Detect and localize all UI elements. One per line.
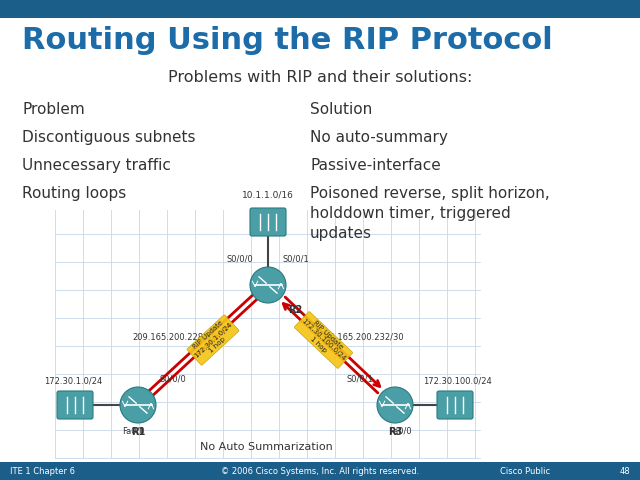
Text: © 2006 Cisco Systems, Inc. All rights reserved.: © 2006 Cisco Systems, Inc. All rights re… [221,467,419,476]
Text: S0/0/1: S0/0/1 [346,374,373,383]
Text: S0/0/0: S0/0/0 [227,254,253,263]
Text: 48: 48 [620,467,630,476]
Text: Fa0/0: Fa0/0 [388,427,412,436]
Text: No auto-summary: No auto-summary [310,130,448,145]
Text: R2: R2 [288,305,302,315]
Text: S0/0/1: S0/0/1 [283,254,309,263]
Text: Passive-interface: Passive-interface [310,158,441,173]
Bar [0,462,640,480]
Text: ITE 1 Chapter 6: ITE 1 Chapter 6 [10,467,75,476]
FancyBboxPatch shape [250,208,286,236]
Text: Routing Using the RIP Protocol: Routing Using the RIP Protocol [22,26,553,55]
Text: R3: R3 [388,427,402,437]
Text: Fa0/0: Fa0/0 [122,427,144,436]
Text: Problem: Problem [22,102,84,117]
Text: Problems with RIP and their solutions:: Problems with RIP and their solutions: [168,70,472,85]
Text: S0/0/0: S0/0/0 [160,374,187,383]
Text: Discontiguous subnets: Discontiguous subnets [22,130,195,145]
Text: Cisco Public: Cisco Public [500,467,550,476]
Text: RIP Update
172.30.1.0/24
1 hop: RIP Update 172.30.1.0/24 1 hop [188,316,238,364]
Text: Routing loops: Routing loops [22,186,126,201]
Circle shape [120,387,156,423]
Text: 209.165.200.232/30: 209.165.200.232/30 [319,333,404,341]
FancyBboxPatch shape [57,391,93,419]
Circle shape [250,267,286,303]
Text: Unnecessary traffic: Unnecessary traffic [22,158,171,173]
Bar [0,0,640,18]
Text: 10.1.1.0/16: 10.1.1.0/16 [242,191,294,200]
Text: RIP Update
172.30.100.0/24
1 hop: RIP Update 172.30.100.0/24 1 hop [296,313,351,367]
FancyBboxPatch shape [437,391,473,419]
Text: R1: R1 [131,427,145,437]
Text: No Auto Summarization: No Auto Summarization [200,442,333,452]
Text: 172.30.1.0/24: 172.30.1.0/24 [44,376,102,385]
Text: 209.165.200.228/30: 209.165.200.228/30 [132,333,218,341]
Text: 172.30.100.0/24: 172.30.100.0/24 [422,376,492,385]
Text: Poisoned reverse, split horizon,
holddown timer, triggered
updates: Poisoned reverse, split horizon, holddow… [310,186,550,240]
Text: Solution: Solution [310,102,372,117]
Circle shape [377,387,413,423]
